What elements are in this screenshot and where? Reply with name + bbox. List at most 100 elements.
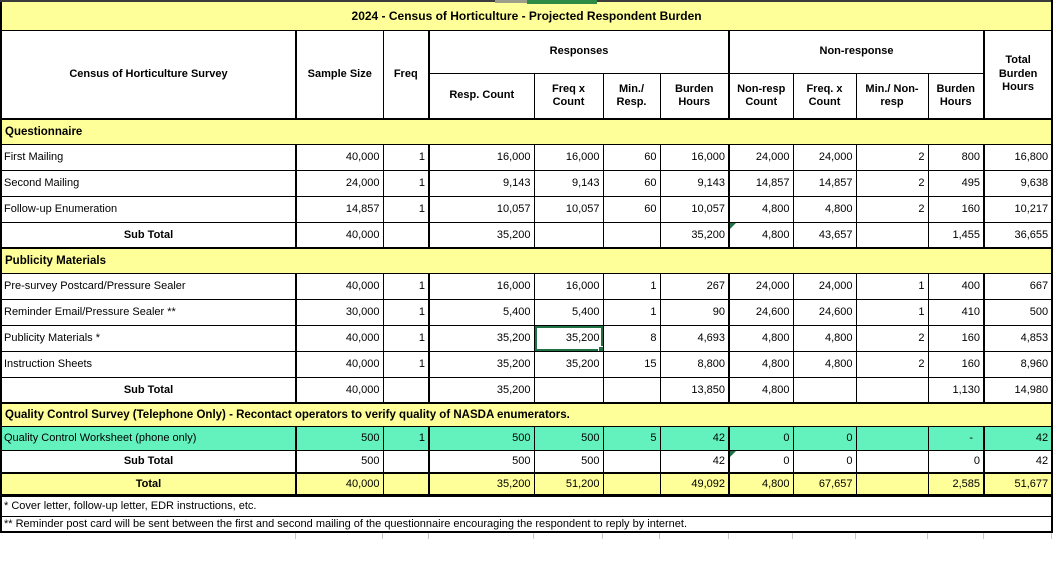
data-cell[interactable]: 40,000 [295,324,384,352]
data-cell[interactable]: 1 [382,324,430,352]
section-header-cell[interactable]: Publicity Materials [0,247,1053,274]
data-cell[interactable]: 60 [602,195,661,223]
data-cell[interactable]: 35,200 [428,350,535,378]
row-label-cell[interactable]: Publicity Materials * [0,324,297,352]
data-cell[interactable] [855,221,929,249]
header-cell-freq[interactable]: Freq [382,29,430,120]
data-cell[interactable]: 1 [602,272,661,300]
data-cell[interactable]: 10,217 [982,195,1053,223]
data-cell[interactable]: 2 [855,324,929,352]
selected-cell[interactable]: 35,200 [533,324,604,352]
data-cell[interactable]: 35,200 [428,221,535,249]
data-cell[interactable]: 1 [855,298,929,326]
data-cell[interactable] [602,221,661,249]
fill-handle[interactable] [597,345,602,350]
data-cell[interactable] [855,376,929,404]
data-cell[interactable]: 10,057 [533,195,604,223]
data-cell[interactable]: 500 [295,449,384,474]
data-cell[interactable]: 24,000 [728,272,794,300]
data-cell[interactable]: 13,850 [659,376,730,404]
data-cell[interactable]: 2 [855,169,929,197]
data-cell[interactable]: 24,000 [728,143,794,171]
data-cell[interactable]: 4,800 [792,324,857,352]
data-cell[interactable] [855,425,929,451]
data-cell[interactable]: 35,200 [428,324,535,352]
header-group-non-response[interactable]: Non-response [728,29,985,74]
data-cell[interactable]: - [927,425,985,451]
header-cell-sample-size[interactable]: Sample Size [295,29,384,120]
data-cell[interactable]: 8,960 [982,350,1053,378]
data-cell[interactable]: 500 [982,298,1053,326]
data-cell[interactable]: 16,000 [659,143,730,171]
data-cell[interactable]: 160 [927,350,985,378]
data-cell[interactable]: 0 [792,425,857,451]
row-label-cell[interactable]: Reminder Email/Pressure Sealer ** [0,298,297,326]
data-cell[interactable]: 1 [382,350,430,378]
data-cell[interactable]: 40,000 [295,350,384,378]
data-cell[interactable] [382,221,430,249]
subtotal-label-cell[interactable]: Sub Total [0,449,297,474]
header-cell-burden-hours[interactable]: Burden Hours [659,72,730,120]
footnote-cell[interactable]: ** Reminder post card will be sent betwe… [0,515,1054,533]
data-cell[interactable] [602,376,661,404]
data-cell[interactable]: 42 [982,449,1053,474]
data-cell[interactable]: 35,200 [428,472,535,497]
section-header-cell[interactable]: Questionnaire [0,118,1053,145]
data-cell[interactable]: 667 [982,272,1053,300]
data-cell[interactable] [855,449,929,474]
data-cell[interactable]: 9,638 [982,169,1053,197]
header-cell-freq-x-count[interactable]: Freq x Count [533,72,604,120]
data-cell[interactable]: 4,800 [728,195,794,223]
header-cell-total-burden-hours[interactable]: Total Burden Hours [982,29,1053,120]
data-cell[interactable] [602,449,661,474]
data-cell[interactable]: 14,857 [792,169,857,197]
data-cell[interactable] [382,449,430,474]
data-cell[interactable]: 0 [728,425,794,451]
row-label-cell[interactable]: Quality Control Worksheet (phone only) [0,425,297,451]
data-cell[interactable]: 1 [382,425,430,451]
data-cell[interactable] [382,376,430,404]
data-cell[interactable]: 42 [659,425,730,451]
data-cell[interactable]: 10,057 [659,195,730,223]
row-label-cell[interactable]: Follow-up Enumeration [0,195,297,223]
data-cell[interactable]: 2,585 [927,472,985,497]
data-cell[interactable]: 35,200 [659,221,730,249]
data-cell[interactable] [855,472,929,497]
data-cell[interactable]: 1,455 [927,221,985,249]
data-cell[interactable]: 1 [382,169,430,197]
data-cell[interactable]: 36,655 [982,221,1053,249]
data-cell[interactable]: 2 [855,195,929,223]
data-cell[interactable]: 40,000 [295,143,384,171]
data-cell[interactable]: 500 [533,425,604,451]
data-cell[interactable]: 51,200 [533,472,604,497]
data-cell[interactable]: 4,693 [659,324,730,352]
data-cell[interactable]: 30,000 [295,298,384,326]
header-cell-non-resp-count[interactable]: Non-resp Count [728,72,794,120]
data-cell[interactable]: 4,800 [728,376,794,404]
data-cell[interactable]: 500 [428,425,535,451]
data-cell[interactable]: 49,092 [659,472,730,497]
data-cell[interactable]: 1 [855,272,929,300]
data-cell[interactable]: 14,857 [295,195,384,223]
data-cell[interactable]: 8,800 [659,350,730,378]
data-cell[interactable]: 43,657 [792,221,857,249]
data-cell[interactable]: 16,000 [428,143,535,171]
data-cell[interactable]: 800 [927,143,985,171]
data-cell[interactable]: 24,000 [792,272,857,300]
data-cell[interactable]: 2 [855,143,929,171]
data-cell[interactable]: 1 [382,298,430,326]
data-cell[interactable]: 4,800 [728,472,794,497]
data-cell[interactable]: 410 [927,298,985,326]
data-cell[interactable]: 10,057 [428,195,535,223]
data-cell[interactable]: 0 [792,449,857,474]
data-cell[interactable]: 8 [602,324,661,352]
data-cell[interactable]: 500 [428,449,535,474]
data-cell[interactable]: 16,800 [982,143,1053,171]
data-cell[interactable]: 9,143 [428,169,535,197]
data-cell[interactable]: 1 [382,143,430,171]
data-cell[interactable]: 4,800 [792,195,857,223]
data-cell[interactable]: 1 [382,272,430,300]
data-cell[interactable]: 4,853 [982,324,1053,352]
data-cell[interactable]: 42 [659,449,730,474]
data-cell[interactable]: 60 [602,143,661,171]
